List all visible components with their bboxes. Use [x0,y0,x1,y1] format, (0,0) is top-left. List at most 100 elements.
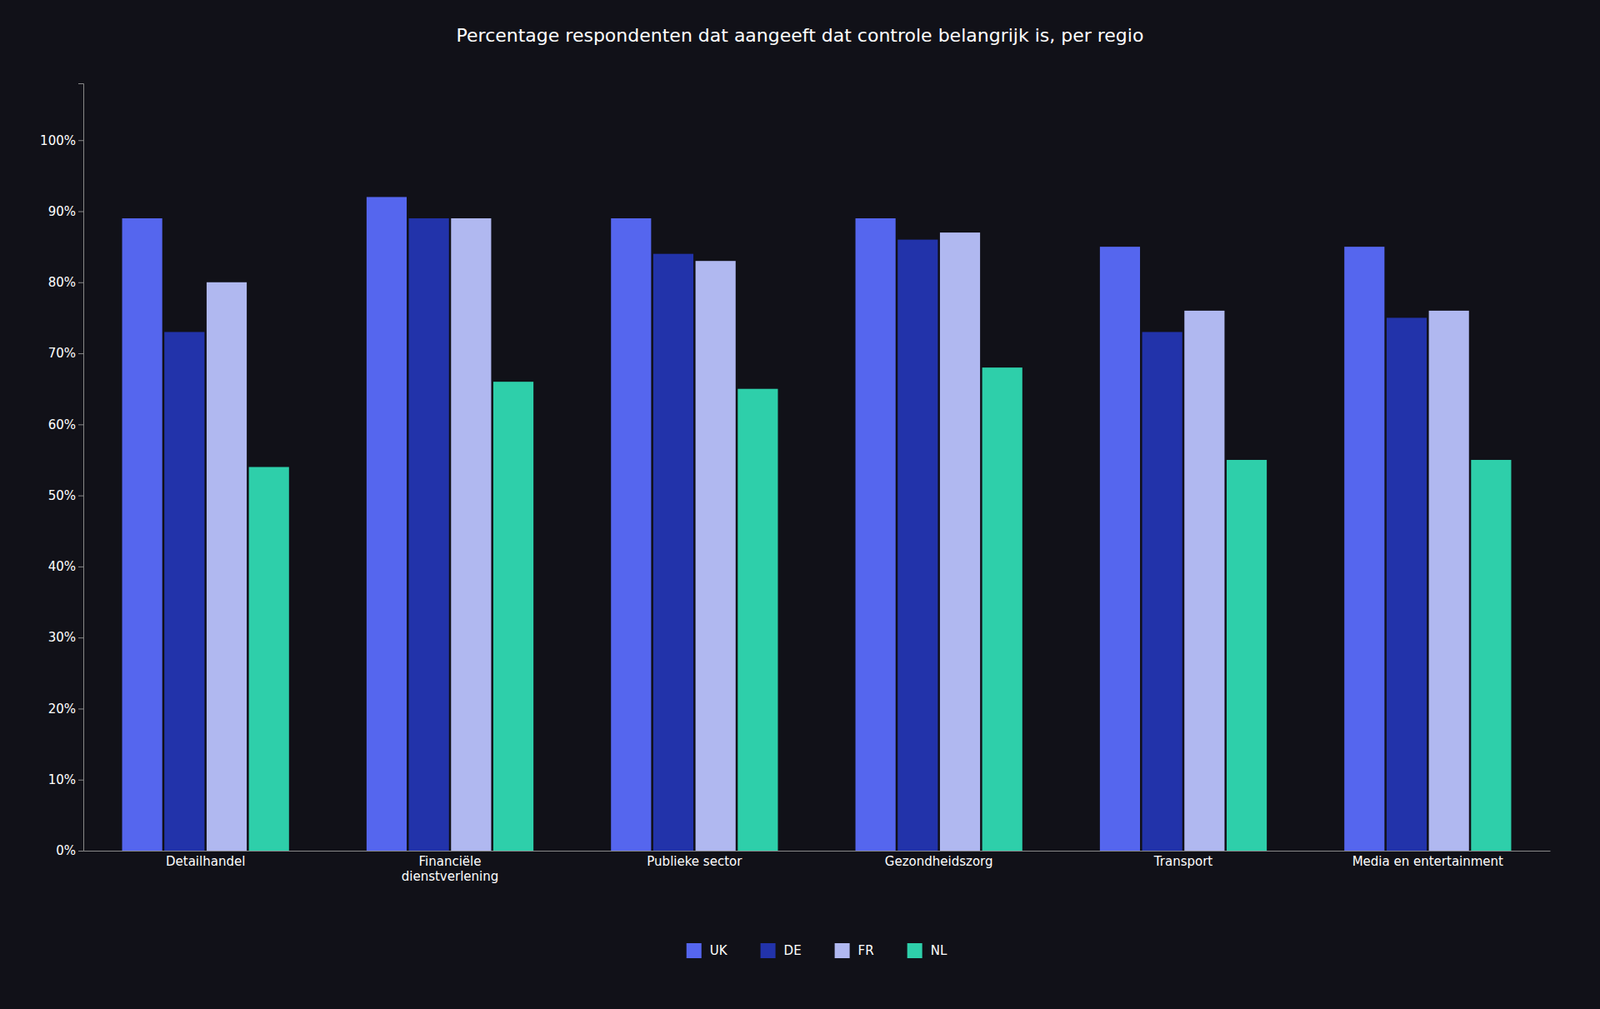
y-tick-label: 40% [48,559,76,575]
x-axis-line [84,850,1551,852]
bar [1344,246,1385,851]
bar [1226,460,1267,851]
bar [982,367,1023,851]
y-tick-label: 30% [48,630,76,645]
y-tick-mark [78,282,84,284]
y-tick-mark [78,566,84,568]
y-tick-mark [78,850,84,852]
y-tick-label: 60% [48,417,76,433]
x-tick-label-line: Gezondheidszorg [885,854,994,870]
bar-series [122,196,1385,851]
x-tick-label-line: Financiële [419,854,482,870]
legend-label: FR [858,943,875,959]
bar [122,218,163,851]
x-tick-label: Transport [1153,854,1214,870]
y-axis: 0% 10% 20% 30% 40% 50% 60% 70% 80% 90% 100% [40,84,84,860]
bar [493,381,534,851]
y-tick: 30% [48,630,84,645]
y-tick-label: 50% [48,488,76,504]
legend-item: UK [686,943,729,959]
x-axis: Detailhandel Financiëledienstverlening Pub… [84,851,1551,885]
x-tick: Gezondheidszorg [885,854,994,870]
y-tick-mark [78,637,84,639]
y-tick-label: 100% [40,133,76,149]
bar [409,218,450,851]
y-tick: 0% [55,843,84,859]
bar-series [249,367,1512,851]
y-tick-mark [78,140,84,141]
x-tick: Detailhandel [165,854,245,870]
chart-container: Percentage respondenten dat aangeeft dat… [0,0,1600,1009]
bar [940,232,980,851]
bar [1470,460,1511,851]
x-tick-label-line: Publieke sector [646,854,743,870]
y-tick-mark [78,211,84,213]
x-tick-label-line: Transport [1153,854,1214,870]
y-tick-mark [78,780,84,781]
y-tick-mark [78,495,84,497]
x-tick: Media en entertainment [1352,854,1504,870]
y-tick-label: 90% [48,204,76,220]
legend-label: NL [930,943,948,959]
bar-series [164,218,1427,851]
plot-area [122,196,1512,851]
y-tick: 80% [48,275,84,290]
bar [1184,310,1225,851]
bar [164,331,205,851]
legend-label: DE [784,943,802,959]
y-axis-line [78,84,85,852]
y-tick-label: 80% [48,275,76,290]
x-tick-label-line: dienstverlening [401,869,500,885]
bar [610,218,651,851]
y-tick-label: 20% [48,701,76,717]
x-tick: Financiëledienstverlening [401,854,500,885]
y-tick: 70% [48,345,84,361]
x-tick-label: Publieke sector [646,854,743,870]
y-tick: 20% [48,701,84,717]
legend-swatch [907,943,923,959]
legend-item: NL [907,943,948,959]
x-tick-label: Detailhandel [165,854,245,870]
chart-svg: Percentage respondenten dat aangeeft dat… [0,0,1600,1009]
bar [1100,246,1140,851]
bar [1429,310,1470,851]
x-tick-label-line: Media en entertainment [1352,854,1504,870]
chart-title: Percentage respondenten dat aangeeft dat… [456,25,1145,46]
legend-item: DE [760,943,802,959]
y-tick-mark [78,424,84,425]
y-tick-label: 0% [55,843,76,859]
bar [249,467,290,852]
bar [855,218,896,851]
x-tick-label: Media en entertainment [1352,854,1504,870]
y-tick-label: 10% [48,772,76,788]
y-tick: 90% [48,204,84,220]
bar-series [206,218,1470,851]
y-tick-mark [78,708,84,710]
bar [366,196,407,851]
y-tick: 40% [48,559,84,575]
legend-swatch [835,943,850,959]
legend: UK DE FR NL [686,943,948,959]
bar [1386,317,1427,851]
x-tick: Publieke sector [646,854,743,870]
x-tick-label-line: Detailhandel [165,854,245,870]
legend-swatch [760,943,776,959]
legend-label: UK [710,943,729,959]
bar [653,254,694,851]
bar [737,389,778,851]
x-tick-label: Financiëledienstverlening [401,854,500,885]
y-tick: 50% [48,488,84,504]
y-tick-mark [78,353,84,355]
x-tick: Transport [1153,854,1214,870]
bar [695,260,736,851]
bar [206,282,247,851]
y-tick-label: 70% [48,345,76,361]
bar [450,218,491,851]
y-tick: 10% [48,772,84,788]
bar [897,240,938,851]
bar [1142,331,1183,851]
y-tick: 100% [40,133,84,149]
x-tick-label: Gezondheidszorg [885,854,994,870]
legend-item: FR [835,943,875,959]
y-tick: 60% [48,417,84,433]
